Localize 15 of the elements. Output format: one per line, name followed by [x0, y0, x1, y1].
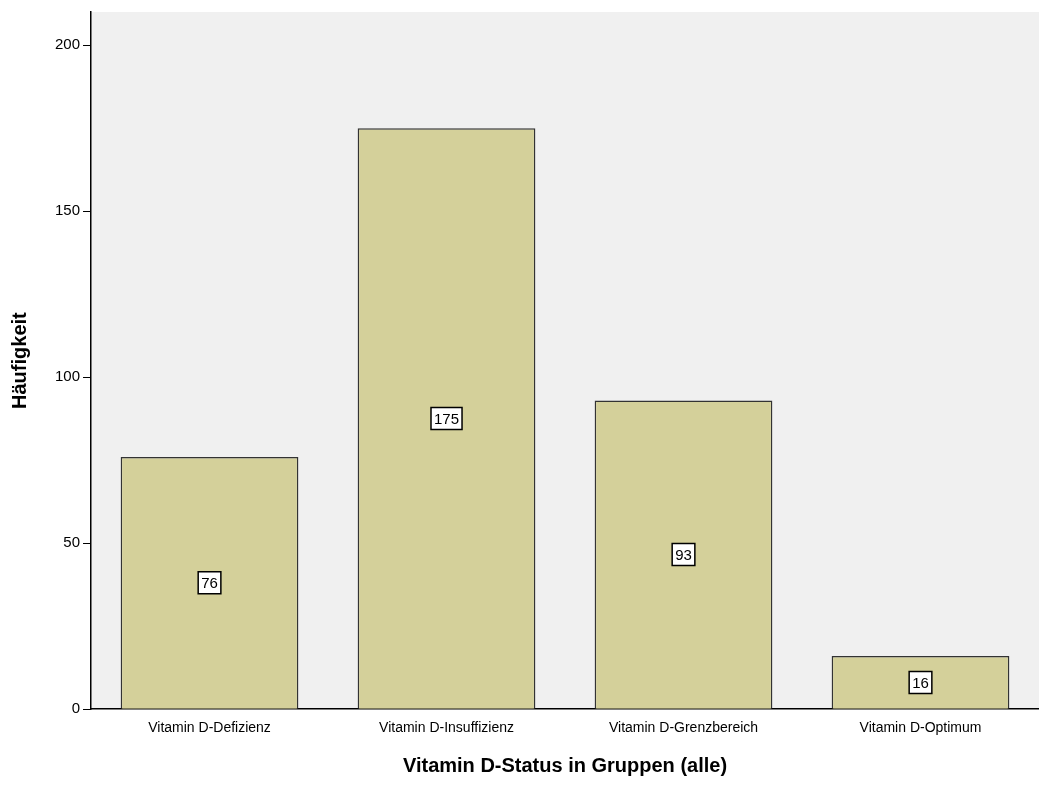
x-tick-label: Vitamin D-Defizienz [148, 719, 271, 736]
y-tick-label: 150 [55, 201, 81, 219]
y-axis-title: Häufigkeit [7, 311, 30, 409]
data-label: 175 [434, 409, 460, 427]
y-tick-label: 50 [63, 533, 81, 551]
y-tick-label: 100 [55, 367, 81, 385]
y-tick-label: 0 [71, 699, 81, 717]
data-label: 76 [201, 573, 218, 591]
y-tick-label: 200 [55, 35, 81, 53]
x-tick-label: Vitamin D-Grenzbereich [608, 719, 759, 736]
x-tick-label: Vitamin D-Insuffizienz [379, 719, 514, 736]
x-axis-title: Vitamin D-Status in Gruppen (alle) [402, 753, 728, 776]
data-label: 16 [912, 673, 929, 691]
data-label: 93 [675, 545, 692, 563]
x-tick-label: Vitamin D-Optimum [859, 719, 982, 736]
